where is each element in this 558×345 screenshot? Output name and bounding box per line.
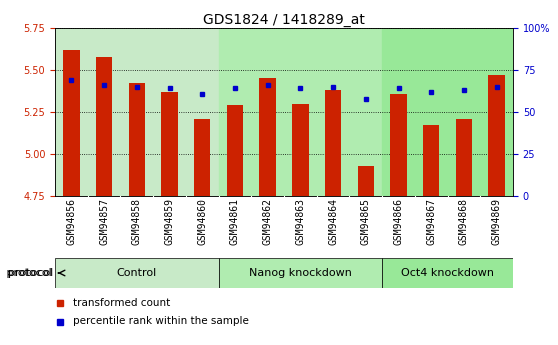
Bar [456,119,472,196]
Text: GSM94866: GSM94866 [393,198,403,245]
Text: percentile rank within the sample: percentile rank within the sample [73,316,249,326]
Bar [63,50,80,196]
Text: GSM94862: GSM94862 [263,198,273,245]
Text: Nanog knockdown: Nanog knockdown [249,268,352,278]
Text: GSM94869: GSM94869 [492,198,502,245]
Text: GSM94867: GSM94867 [426,198,436,245]
Text: GSM94861: GSM94861 [230,198,240,245]
Text: GSM94857: GSM94857 [99,198,109,245]
Bar [96,57,112,196]
Text: GSM94860: GSM94860 [197,198,207,245]
Text: GSM94864: GSM94864 [328,198,338,245]
Text: Control: Control [117,268,157,278]
Bar [382,28,513,196]
Text: GSM94858: GSM94858 [132,198,142,245]
Bar [423,126,439,196]
Bar [292,104,309,196]
Bar [382,258,513,288]
Text: GSM94865: GSM94865 [361,198,371,245]
Bar [325,90,341,196]
Text: GSM94859: GSM94859 [165,198,175,245]
Text: GSM94868: GSM94868 [459,198,469,245]
Bar [227,105,243,196]
Bar [358,166,374,196]
Bar [488,75,505,196]
Bar [194,119,210,196]
Bar [55,28,219,196]
Bar [55,258,219,288]
Bar [161,92,177,196]
Bar [128,83,145,196]
Text: protocol: protocol [8,268,54,278]
Bar [391,93,407,196]
Text: transformed count: transformed count [73,297,171,307]
Text: GSM94863: GSM94863 [295,198,305,245]
Bar [219,258,382,288]
Text: Oct4 knockdown: Oct4 knockdown [401,268,494,278]
Text: GSM94856: GSM94856 [66,198,76,245]
Bar [259,78,276,196]
Title: GDS1824 / 1418289_at: GDS1824 / 1418289_at [203,13,365,27]
Text: protocol: protocol [3,268,51,278]
Bar [219,28,382,196]
